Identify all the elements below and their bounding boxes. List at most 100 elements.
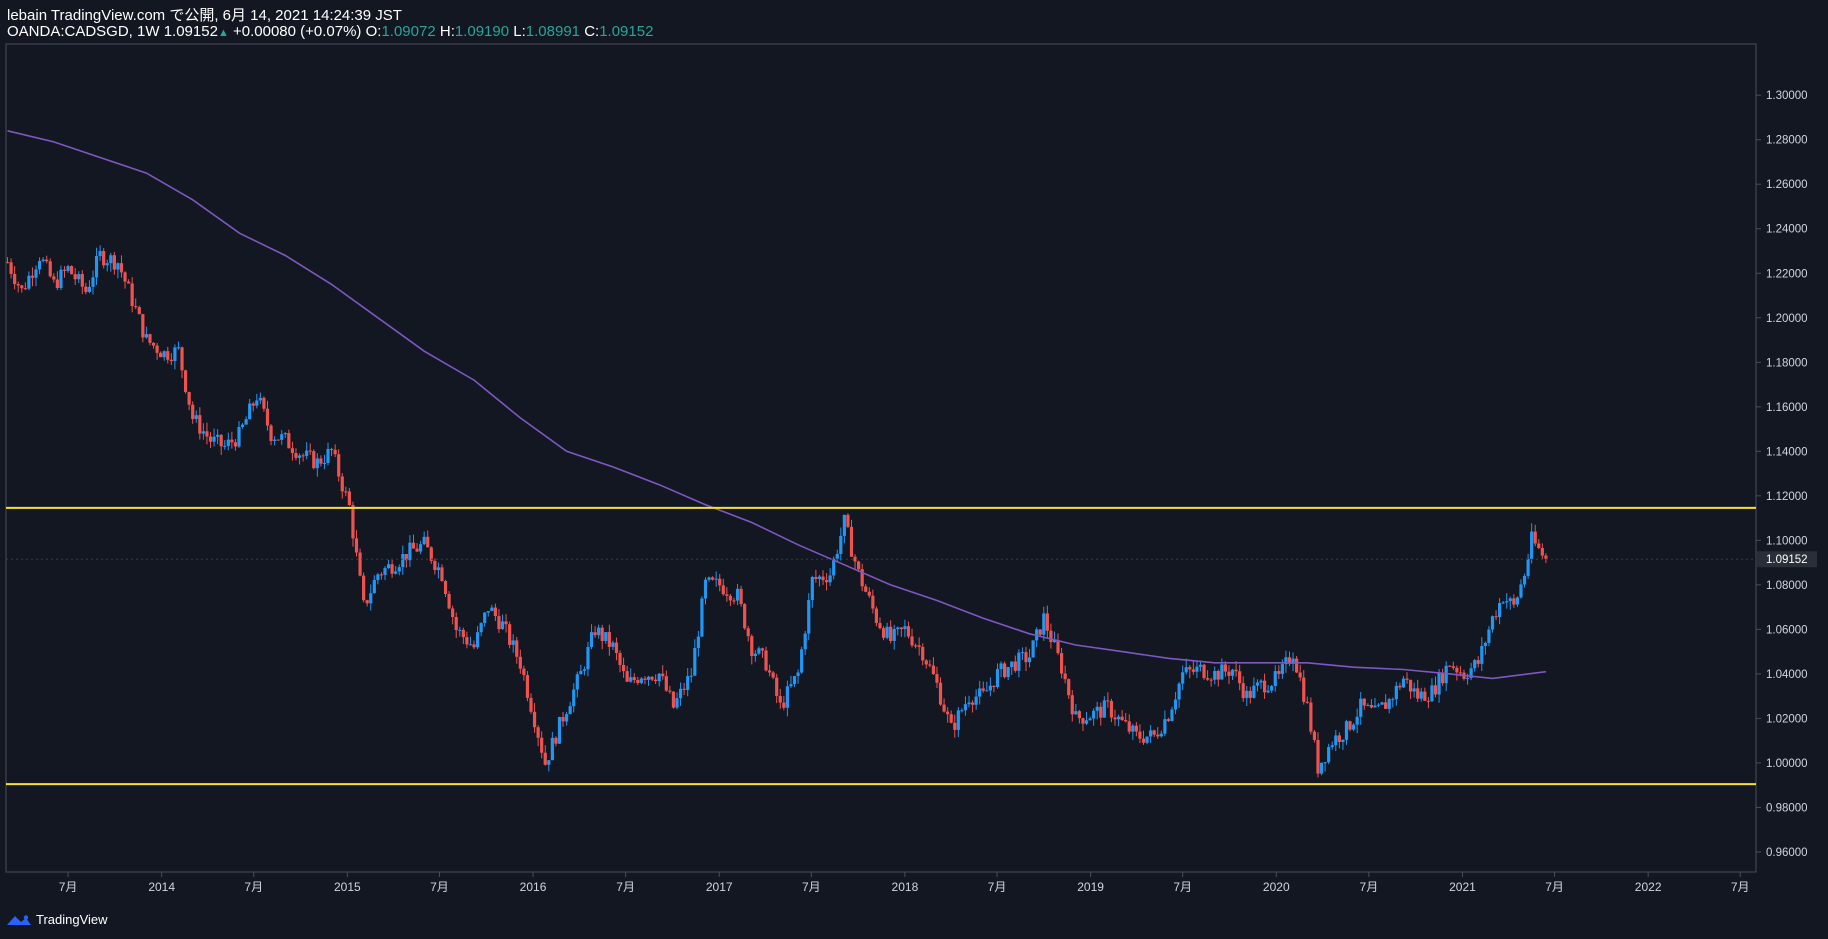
candle-body <box>80 274 84 287</box>
candle-body <box>903 626 907 630</box>
price-axis[interactable]: 1.30000 1.28000 1.26000 1.24000 1.22000 1.200… <box>1756 90 1817 859</box>
candle-body <box>48 261 52 277</box>
candle-body <box>248 403 252 420</box>
candle-body <box>219 434 223 447</box>
candle-body <box>735 588 740 601</box>
candle-body <box>960 710 964 712</box>
up-arrow-icon: ▲ <box>217 27 229 39</box>
plot-area[interactable] <box>5 43 1757 873</box>
candle-body <box>119 263 124 273</box>
candle-body <box>404 554 408 561</box>
candle-body <box>1116 716 1121 720</box>
candle-body <box>443 581 448 594</box>
candle-body <box>1359 698 1363 717</box>
candle-body <box>1081 718 1085 724</box>
candle-body <box>810 577 814 601</box>
candle-body <box>1031 640 1035 658</box>
candle-body <box>757 648 761 654</box>
open-value: 1.09072 <box>381 23 436 40</box>
candle-body <box>369 593 373 604</box>
candle-body <box>696 636 700 648</box>
candle-body <box>824 580 829 583</box>
candle-body <box>550 737 554 761</box>
candle-body <box>13 273 17 285</box>
candle-body <box>1508 598 1512 602</box>
candle-body <box>956 710 960 730</box>
candle-body <box>1544 555 1548 559</box>
x-tick-label: 7月 <box>430 880 449 894</box>
candle-body <box>191 404 195 420</box>
time-axis[interactable]: 7月 2014 7月 2015 7月 2016 7月 2017 7月 2018 7月 2019 7月 20… <box>59 872 1750 894</box>
candle-body <box>1213 670 1217 680</box>
candle-body <box>340 476 344 492</box>
candle-body <box>721 585 725 595</box>
y-tick-label: 1.14000 <box>1766 446 1808 458</box>
candle-body <box>329 448 334 450</box>
candle-body <box>732 600 736 602</box>
candle-body <box>1455 667 1459 673</box>
y-tick-label: 0.98000 <box>1766 802 1808 814</box>
tradingview-logo-icon <box>7 914 31 925</box>
candle-body <box>821 576 825 581</box>
candle-body <box>504 621 508 625</box>
candle-body <box>600 627 604 641</box>
candle-body <box>1494 616 1498 618</box>
candle-body <box>144 334 149 338</box>
candle-body <box>1209 679 1213 681</box>
candle-body <box>878 622 882 629</box>
candle-body <box>750 636 754 657</box>
candle-body <box>1216 670 1220 680</box>
candle-body <box>59 269 63 288</box>
candle-body <box>91 277 95 287</box>
candle-body <box>1401 678 1406 688</box>
candle-body <box>87 286 92 292</box>
candle-body <box>1334 735 1338 746</box>
candle-body <box>162 351 166 358</box>
candle-body <box>148 334 152 343</box>
candle-body <box>183 370 188 392</box>
candle-body <box>1369 704 1374 708</box>
candle-body <box>386 564 391 569</box>
candle-body <box>372 580 376 594</box>
candle-body <box>924 660 928 665</box>
x-tick-label: 2014 <box>148 880 175 894</box>
candle-body <box>394 571 398 574</box>
candle-body <box>771 672 775 678</box>
candle-body <box>1469 668 1473 678</box>
candle-body <box>867 591 871 596</box>
candle-body <box>1252 685 1256 698</box>
candle-body <box>621 665 626 672</box>
symbol-legend: OANDA:CADSGD, 1W 1.09152▲ +0.00080 (+0.0… <box>7 23 653 40</box>
candle-body <box>269 425 273 441</box>
candle-body <box>1092 710 1096 719</box>
candle-body <box>468 644 473 646</box>
candle-body <box>1366 704 1370 706</box>
candle-body <box>1505 601 1509 603</box>
candle-body <box>938 682 943 705</box>
candle-body <box>127 281 131 284</box>
candle-body <box>1312 731 1317 740</box>
candle-body <box>130 283 134 307</box>
candle-body <box>500 621 505 630</box>
candle-body <box>828 575 832 583</box>
footer-brand[interactable]: TradingView <box>6 912 108 927</box>
candle-body <box>1077 711 1082 719</box>
candle-body <box>700 598 704 637</box>
candle-body <box>1266 690 1270 693</box>
candle-body <box>682 688 686 690</box>
candle-body <box>1373 705 1377 708</box>
candle-body <box>1106 700 1110 702</box>
candle-body <box>778 695 782 703</box>
candle-body <box>379 574 384 576</box>
candle-body <box>1522 575 1527 585</box>
candle-body <box>429 547 433 561</box>
candle-body <box>1156 734 1160 737</box>
candle-body <box>1084 720 1089 724</box>
candle-body <box>244 419 248 425</box>
candle-body <box>832 558 836 576</box>
candle-body <box>1202 664 1206 679</box>
candle-body <box>5 262 10 264</box>
close-label: C: <box>584 23 600 40</box>
x-tick-label: 2020 <box>1263 880 1290 894</box>
